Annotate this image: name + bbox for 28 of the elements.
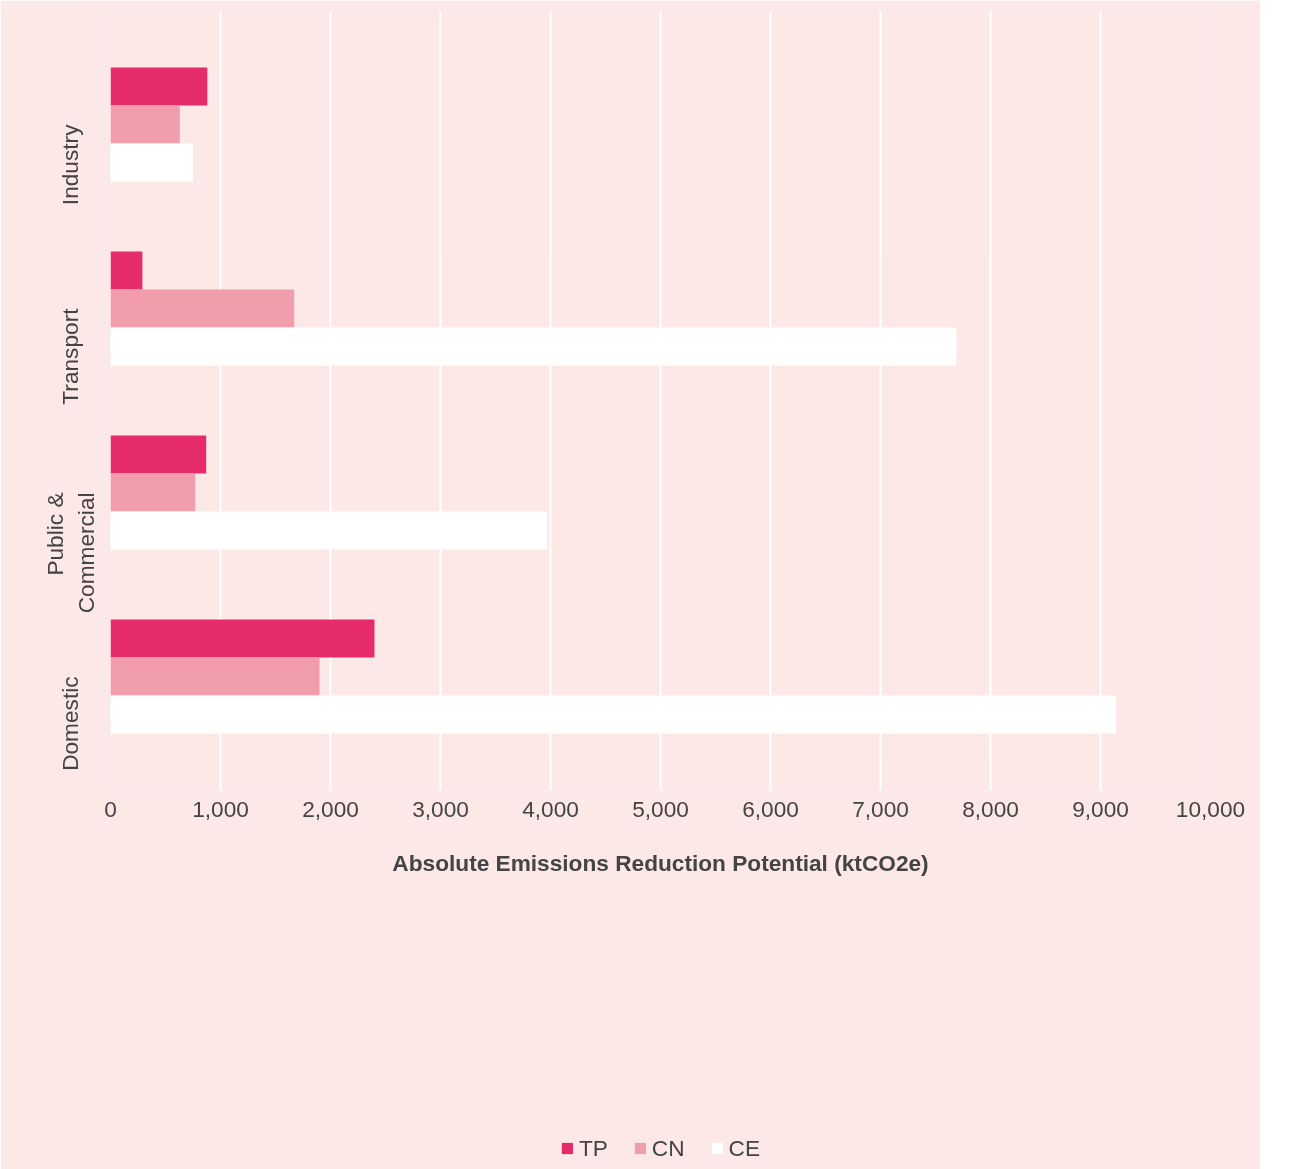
x-tick-label: 7,000: [852, 795, 909, 822]
x-tick-label: 0: [104, 795, 117, 822]
bar: [110, 473, 196, 512]
legend-label: TP: [578, 1134, 608, 1162]
x-tick-label: 3,000: [412, 795, 469, 822]
x-axis-title: Absolute Emissions Reduction Potential (ktCO2e): [392, 849, 929, 876]
x-tick-label: 6,000: [742, 795, 799, 822]
bar: [110, 67, 208, 106]
bar: [110, 289, 295, 328]
y-tick-label: Transport: [57, 307, 84, 405]
y-tick-label: Industry: [57, 123, 84, 206]
x-tick-label: 10,000: [1175, 795, 1246, 822]
x-tick-label: 5,000: [632, 795, 689, 822]
x-tick-label: 4,000: [522, 795, 579, 822]
bar: [110, 105, 180, 144]
x-tick-label: 2,000: [302, 795, 359, 822]
bar: [110, 619, 375, 658]
bar: [110, 143, 193, 182]
x-tick-label: 8,000: [962, 795, 1019, 822]
legend-label: CN: [651, 1134, 685, 1162]
bar: [110, 657, 320, 696]
y-tick-label: Domestic: [57, 676, 84, 771]
bar: [110, 251, 143, 290]
x-tick-label: 9,000: [1072, 795, 1129, 822]
x-tick-label: 1,000: [192, 795, 249, 822]
y-tick-label: Public & Commercial: [41, 492, 100, 614]
bar: [110, 435, 207, 474]
legend-label: CE: [728, 1134, 761, 1162]
